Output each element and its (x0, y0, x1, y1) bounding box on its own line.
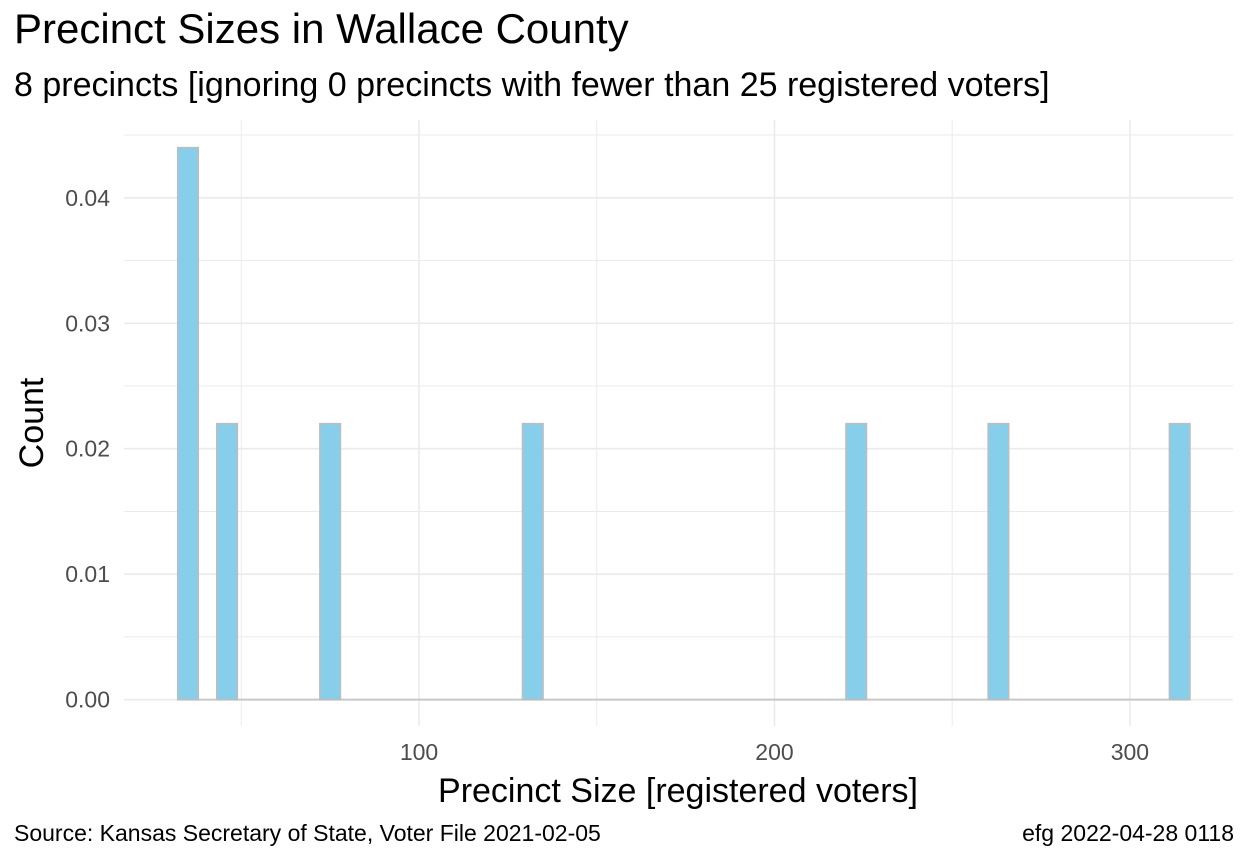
bars (176, 146, 1191, 701)
histogram-bar (521, 422, 544, 701)
source-caption: Source: Kansas Secretary of State, Voter… (14, 820, 601, 846)
minor-gridlines (124, 120, 1233, 726)
histogram-bar (176, 146, 200, 701)
histogram-bar (845, 422, 868, 701)
x-axis-tick-labels: 100 200 300 (400, 739, 1149, 765)
y-tick-label: 0.04 (65, 185, 110, 211)
credit-caption: efg 2022-04-28 0118 (1022, 820, 1234, 846)
x-tick-label: 100 (400, 739, 438, 765)
x-axis-title: Precinct Size [registered voters] (438, 772, 918, 810)
chart-title: Precinct Sizes in Wallace County (14, 5, 629, 52)
histogram-bar (216, 422, 239, 701)
y-axis-title: Count (13, 377, 51, 468)
y-tick-label: 0.02 (65, 436, 110, 462)
histogram-bar (987, 422, 1010, 701)
major-gridlines (124, 120, 1233, 726)
y-axis-tick-labels: 0.00 0.01 0.02 0.03 0.04 (65, 185, 110, 713)
x-tick-label: 300 (1111, 739, 1149, 765)
y-tick-label: 0.01 (65, 561, 110, 587)
histogram-bar (1168, 422, 1191, 701)
chart-subtitle: 8 precincts [ignoring 0 precincts with f… (14, 66, 1050, 104)
x-tick-label: 200 (755, 739, 793, 765)
histogram-bar (319, 422, 342, 701)
y-tick-label: 0.03 (65, 310, 110, 336)
y-tick-label: 0.00 (65, 687, 110, 713)
